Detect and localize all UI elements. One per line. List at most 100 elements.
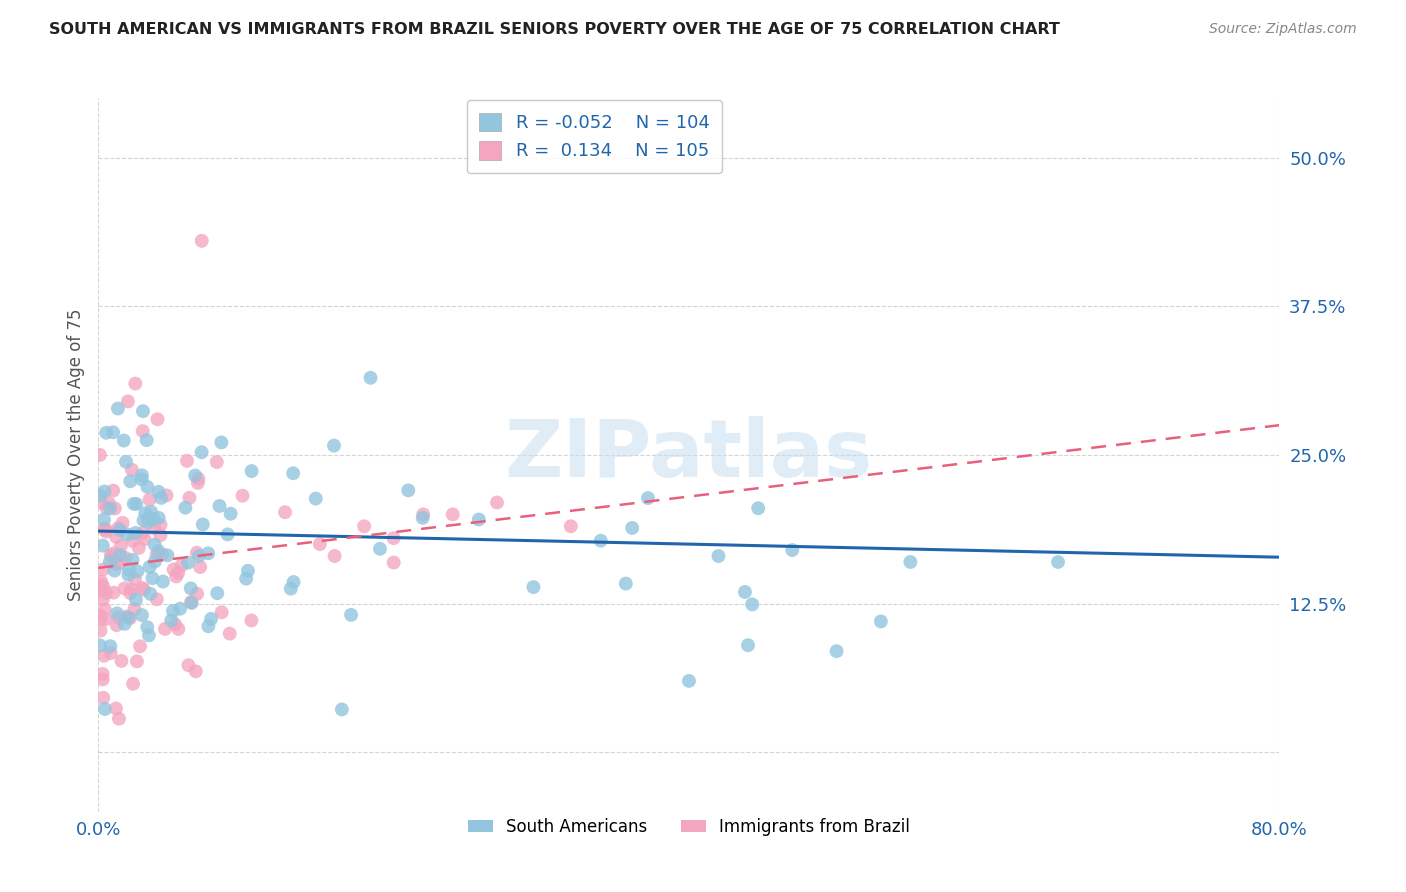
Point [589, 533, 612, 548]
Point [135, 433, 157, 447]
Point [117, 567, 139, 582]
Point [218, 626, 240, 640]
Point [94, 522, 117, 536]
Point [91, 667, 114, 681]
Point [121, 553, 143, 567]
Point [115, 455, 138, 469]
Point [146, 592, 169, 607]
Point [165, 617, 187, 632]
Point [169, 601, 191, 615]
Point [136, 620, 159, 634]
Point [240, 464, 263, 478]
Point [412, 510, 434, 524]
Point [179, 491, 201, 505]
Point [125, 497, 148, 511]
Point [108, 548, 131, 562]
Point [156, 549, 179, 563]
Point [162, 562, 184, 576]
Point [741, 598, 763, 612]
Point [105, 530, 128, 544]
Point [110, 654, 132, 668]
Point [707, 549, 730, 563]
Point [96, 425, 118, 440]
Point [186, 546, 208, 560]
Point [396, 483, 419, 498]
Point [782, 543, 804, 558]
Point [108, 712, 131, 726]
Point [89, 448, 111, 462]
Point [180, 582, 202, 596]
Point [131, 581, 153, 595]
Point [184, 665, 207, 679]
Point [138, 628, 160, 642]
Point [637, 491, 659, 505]
Point [91, 539, 114, 553]
Point [125, 654, 148, 668]
Point [141, 571, 163, 585]
Point [134, 506, 156, 520]
Point [283, 575, 305, 590]
Point [107, 610, 129, 624]
Point [560, 519, 582, 533]
Point [134, 532, 156, 546]
Point [93, 648, 115, 663]
Point [148, 544, 170, 558]
Point [368, 541, 391, 556]
Point [360, 371, 382, 385]
Text: SOUTH AMERICAN VS IMMIGRANTS FROM BRAZIL SENIORS POVERTY OVER THE AGE OF 75 CORR: SOUTH AMERICAN VS IMMIGRANTS FROM BRAZIL… [49, 22, 1060, 37]
Point [737, 638, 759, 652]
Point [153, 622, 176, 636]
Point [219, 507, 242, 521]
Point [200, 612, 222, 626]
Point [120, 582, 142, 597]
Point [522, 580, 544, 594]
Point [93, 512, 115, 526]
Point [145, 548, 167, 562]
Point [134, 582, 156, 597]
Point [142, 512, 165, 526]
Point [93, 522, 115, 536]
Point [110, 556, 132, 570]
Point [122, 677, 145, 691]
Point [180, 595, 202, 609]
Point [150, 491, 173, 505]
Point [105, 618, 128, 632]
Point [89, 578, 111, 592]
Point [120, 475, 142, 489]
Point [207, 586, 229, 600]
Point [124, 376, 146, 391]
Point [734, 585, 756, 599]
Point [93, 484, 115, 499]
Point [323, 549, 346, 563]
Point [190, 445, 212, 459]
Point [274, 505, 297, 519]
Point [108, 523, 131, 537]
Point [93, 562, 115, 576]
Point [184, 468, 207, 483]
Legend: South Americans, Immigrants from Brazil: South Americans, Immigrants from Brazil [461, 812, 917, 843]
Point [149, 517, 172, 532]
Point [353, 519, 375, 533]
Point [98, 501, 121, 516]
Point [191, 517, 214, 532]
Point [170, 558, 193, 573]
Point [104, 501, 127, 516]
Point [136, 515, 159, 529]
Point [94, 702, 117, 716]
Point [131, 468, 153, 483]
Point [90, 612, 112, 626]
Point [283, 467, 305, 481]
Point [121, 463, 143, 477]
Point [146, 412, 169, 426]
Point [90, 624, 112, 638]
Point [90, 583, 112, 598]
Point [105, 607, 128, 621]
Point [89, 488, 111, 502]
Point [120, 586, 142, 600]
Point [131, 526, 153, 541]
Point [125, 592, 148, 607]
Point [197, 546, 219, 560]
Point [112, 434, 135, 448]
Point [148, 511, 170, 525]
Point [89, 608, 111, 623]
